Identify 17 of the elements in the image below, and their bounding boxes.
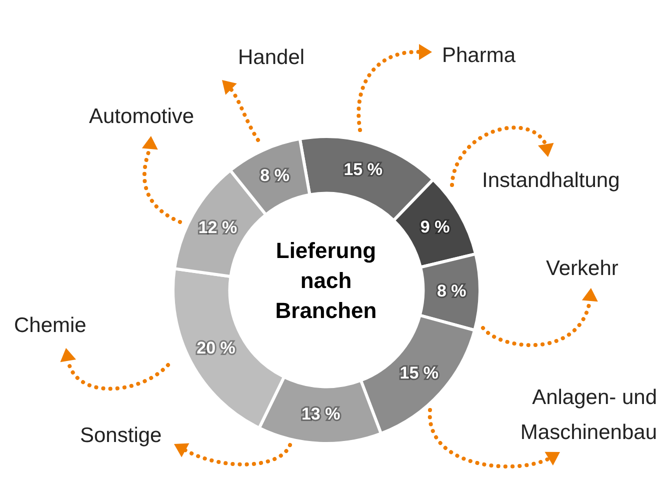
slice-label: Chemie — [14, 313, 88, 339]
slice-label: Automotive — [89, 104, 196, 130]
slice-label: Anlagen- und Maschinenbau — [519, 385, 657, 446]
slice-label: Verkehr — [546, 256, 620, 282]
slice-label: Pharma — [442, 43, 517, 69]
data-label: 8 % — [260, 166, 290, 185]
text: Lieferung nach Branchen — [274, 237, 378, 325]
slice-label: Instandhaltung — [482, 168, 621, 194]
slice-label: Handel — [238, 45, 306, 71]
data-label: 13 % — [301, 404, 340, 424]
data-label: 20 % — [196, 338, 236, 358]
data-label: 15 % — [400, 364, 439, 383]
data-label: 8 % — [436, 281, 466, 300]
slice-label: Sonstige — [80, 423, 163, 449]
data-label: 9 % — [420, 218, 450, 237]
data-label: 15 % — [344, 160, 382, 180]
data-label: 12 % — [198, 218, 238, 237]
